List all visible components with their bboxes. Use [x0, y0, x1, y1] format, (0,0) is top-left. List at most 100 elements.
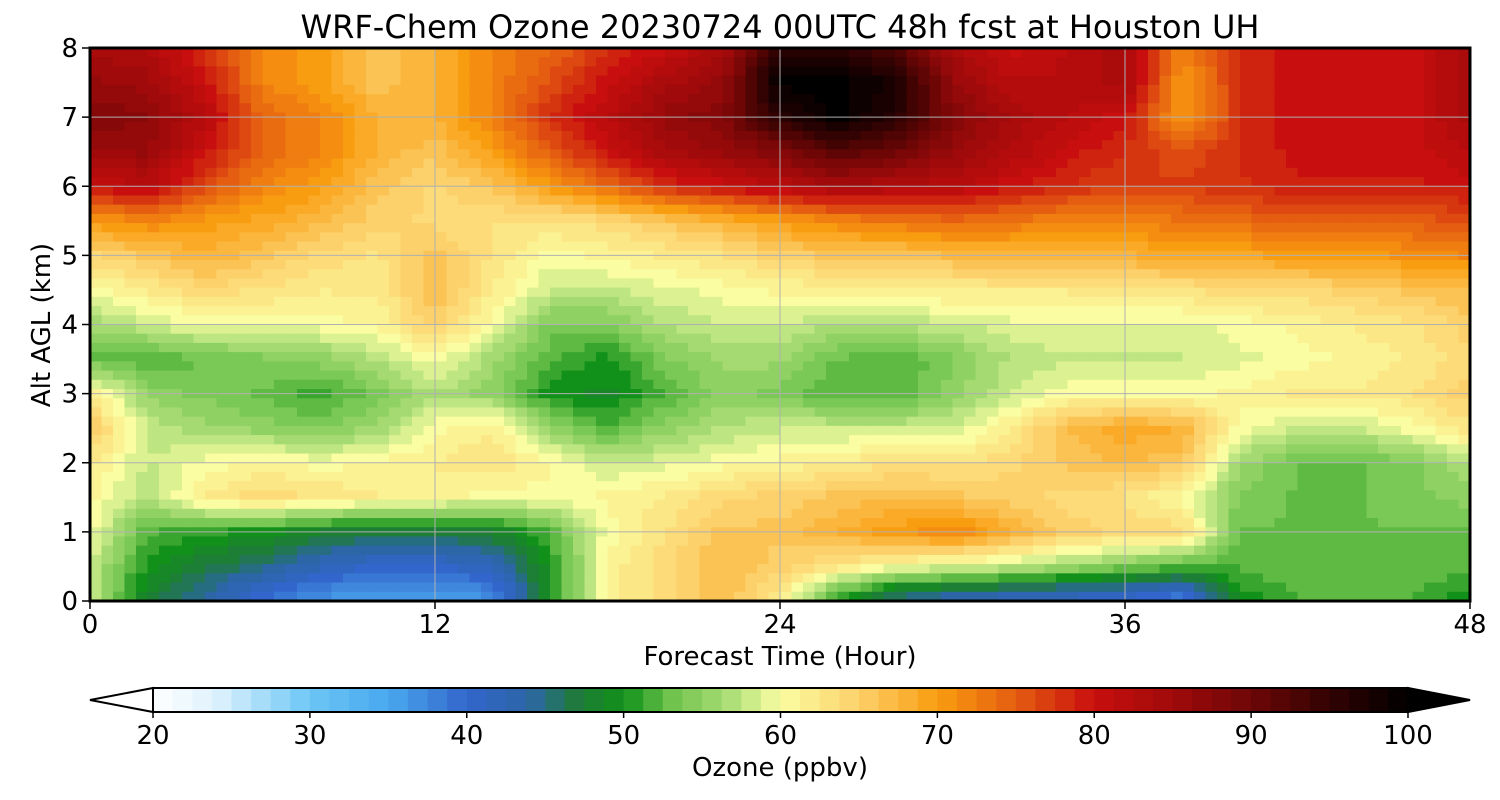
ozone-cell: [538, 315, 551, 326]
ozone-cell: [584, 94, 597, 104]
ozone-cell: [987, 306, 1000, 316]
ozone-cell: [964, 379, 977, 390]
ozone-cell: [147, 66, 160, 77]
ozone-cell: [527, 315, 540, 326]
ozone-cell: [193, 370, 206, 381]
ozone-cell: [147, 398, 160, 409]
ozone-cell: [860, 269, 873, 280]
ozone-cell: [1378, 48, 1391, 58]
ozone-cell: [1228, 278, 1241, 289]
ozone-cell: [975, 57, 988, 68]
ozone-cell: [343, 204, 356, 215]
ozone-cell: [297, 158, 310, 169]
ozone-cell: [653, 342, 666, 353]
ozone-cell: [1320, 167, 1333, 178]
ozone-cell: [607, 352, 620, 362]
ozone-cell: [354, 296, 367, 307]
ozone-cell: [124, 379, 137, 390]
ozone-cell: [791, 103, 804, 114]
ozone-cell: [803, 342, 816, 353]
ozone-cell: [653, 379, 666, 390]
ozone-cell: [331, 103, 344, 114]
ozone-cell: [699, 232, 712, 243]
ozone-cell: [607, 278, 620, 289]
ozone-cell: [964, 315, 977, 326]
ozone-cell: [423, 213, 436, 224]
ozone-cell: [354, 75, 367, 86]
ozone-cell: [1171, 333, 1184, 344]
ozone-cell: [527, 94, 540, 104]
ozone-cell: [688, 186, 701, 197]
ozone-cell: [193, 75, 206, 86]
ozone-cell: [538, 370, 551, 381]
ozone-cell: [1079, 195, 1092, 206]
ozone-cell: [883, 370, 896, 381]
ozone-cell: [941, 48, 954, 58]
ozone-cell: [642, 333, 655, 344]
ozone-cell: [619, 84, 632, 95]
ozone-cell: [136, 57, 149, 68]
ozone-cell: [1412, 333, 1425, 344]
ozone-cell: [573, 186, 586, 197]
ozone-cell: [1458, 177, 1471, 187]
ozone-cell: [941, 315, 954, 326]
ozone-cell: [975, 177, 988, 187]
ozone-cell: [929, 296, 942, 307]
ozone-cell: [1067, 259, 1080, 270]
ozone-cell: [101, 287, 114, 298]
ozone-cell: [791, 241, 804, 252]
ozone-cell: [745, 75, 758, 86]
ozone-cell: [642, 195, 655, 206]
ozone-cell: [665, 149, 678, 160]
ozone-cell: [1136, 416, 1149, 427]
ozone-cell: [481, 287, 494, 298]
ozone-cell: [1263, 130, 1276, 141]
ozone-cell: [1412, 84, 1425, 95]
ozone-cell: [159, 379, 172, 390]
ozone-cell: [814, 306, 827, 316]
ozone-cell: [768, 306, 781, 316]
ozone-cell: [860, 84, 873, 95]
ozone-cell: [826, 103, 839, 114]
ozone-cell: [1044, 342, 1057, 353]
ozone-cell: [527, 66, 540, 77]
ozone-cell: [1136, 48, 1149, 58]
ozone-cell: [734, 425, 747, 436]
ozone-cell: [1401, 121, 1414, 132]
ozone-cell: [446, 48, 459, 58]
ozone-cell: [998, 306, 1011, 316]
ozone-cell: [952, 324, 965, 335]
ozone-cell: [343, 425, 356, 436]
ozone-cell: [1228, 94, 1241, 104]
ozone-cell: [987, 195, 1000, 206]
ozone-cell: [1240, 57, 1253, 68]
ozone-cell: [1148, 204, 1161, 215]
ozone-cell: [435, 407, 448, 418]
ozone-cell: [734, 324, 747, 335]
ozone-cell: [1010, 241, 1023, 252]
ozone-cell: [274, 379, 287, 390]
ozone-cell: [1343, 269, 1356, 280]
ozone-cell: [1240, 416, 1253, 427]
ozone-cell: [389, 269, 402, 280]
ozone-cell: [423, 140, 436, 150]
ozone-cell: [1366, 213, 1379, 224]
ozone-cell: [906, 121, 919, 132]
ozone-cell: [952, 121, 965, 132]
ozone-cell: [1102, 278, 1115, 289]
ozone-cell: [113, 84, 126, 95]
ozone-cell: [297, 379, 310, 390]
ozone-cell: [676, 241, 689, 252]
ozone-cell: [492, 57, 505, 68]
ozone-cell: [446, 195, 459, 206]
ozone-cell: [1332, 204, 1345, 215]
ozone-cell: [1309, 278, 1322, 289]
ozone-cell: [573, 296, 586, 307]
ozone-cell: [1343, 416, 1356, 427]
ozone-cell: [285, 278, 298, 289]
ozone-cell: [1274, 296, 1287, 307]
ozone-cell: [1148, 66, 1161, 77]
ozone-cell: [883, 167, 896, 178]
ozone-cell: [1286, 352, 1299, 362]
ozone-cell: [642, 140, 655, 150]
